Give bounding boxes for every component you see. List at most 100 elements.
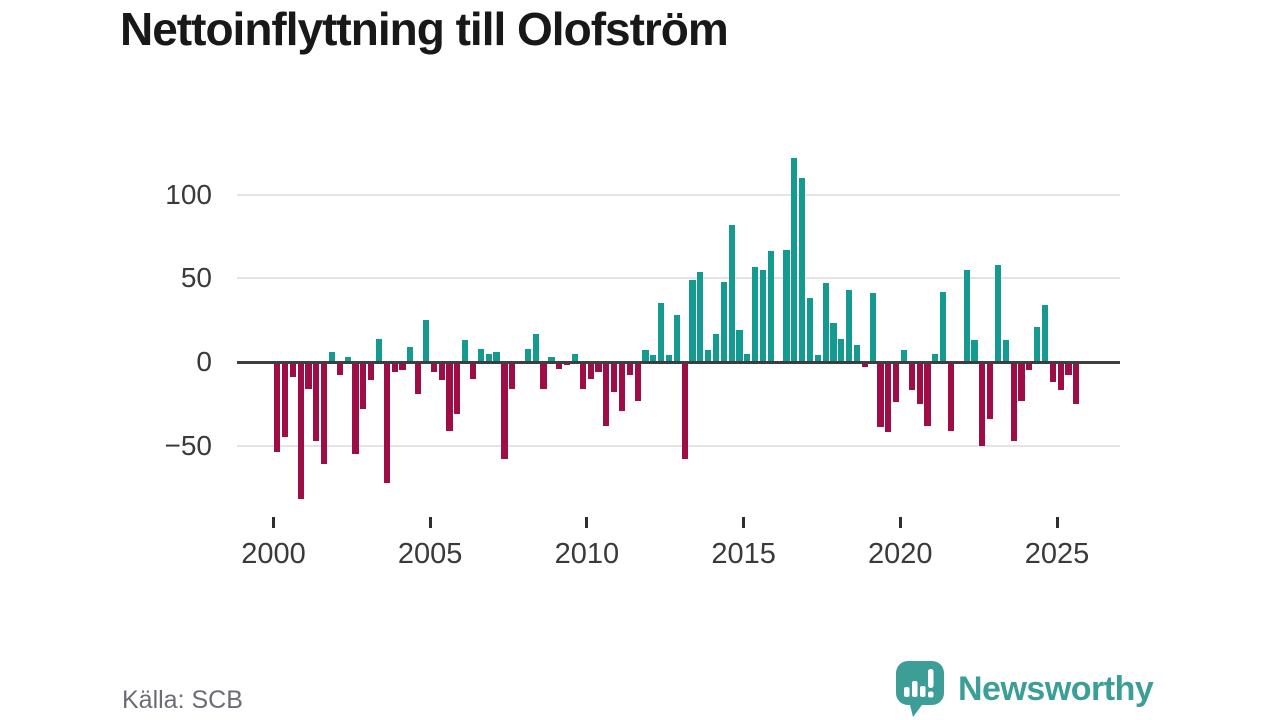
bar-2024-q1 [1026,362,1033,371]
bar-2005-q4 [454,362,461,414]
bar-2006-q3 [477,348,484,362]
bar-2001-q2 [313,362,320,441]
chart-title: Nettoinflyttning till Olofström [120,3,729,55]
bar-2017-q2 [814,355,821,362]
bar-2024-q4 [1049,362,1056,383]
bar-2009-q2 [563,362,571,366]
bar-2006-q2 [469,362,477,379]
bar-2017-q4 [830,323,837,362]
bar-2010-q4 [611,362,618,393]
bar-2008-q4 [548,356,555,362]
bar-2013-q3 [697,271,704,362]
bar-2012-q4 [673,315,680,362]
bar-2013-q4 [705,350,712,362]
newsworthy-logo: Newsworthy [895,660,1154,718]
x-axis-label-2015: 2015 [711,538,776,570]
x-axis-label-2025: 2025 [1024,538,1090,570]
gridline-100 [237,193,1120,196]
bar-2019-q4 [893,362,900,403]
bar-2020-q1 [900,350,908,362]
bar-2022-q3 [979,362,986,446]
bar-2024-q3 [1041,305,1049,362]
gridline--50 [237,444,1120,447]
bar-2011-q1 [618,362,626,411]
x-axis-tick-2020 [898,517,902,528]
bar-2009-q3 [571,353,579,362]
y-axis-label--50: −50 [164,429,213,461]
bar-2016-q4 [799,177,806,362]
bar-2011-q4 [642,350,649,362]
bar-2019-q1 [869,293,876,362]
bar-2023-q4 [1018,362,1025,401]
bar-2002-q3 [352,362,359,455]
bar-2001-q1 [305,362,312,389]
bar-2015-q2 [752,266,759,362]
bar-2003-q2 [375,338,383,362]
x-axis-tick-2000 [272,517,275,528]
bar-2023-q2 [1002,340,1009,362]
bar-2017-q1 [806,298,814,362]
bar-2010-q2 [595,362,602,373]
bar-2000-q1 [274,362,281,453]
x-axis-label-2010: 2010 [554,538,620,570]
bar-2020-q3 [916,362,923,404]
bar-2003-q3 [383,362,390,483]
bar-2015-q4 [767,251,774,362]
newsworthy-bubble-chart-icon [896,661,944,717]
bar-2021-q1 [932,353,939,362]
bar-2018-q3 [853,345,861,362]
bar-2006-q4 [485,353,492,362]
bar-2012-q1 [650,355,657,362]
x-axis-label-2000: 2000 [241,538,306,570]
bar-2008-q1 [524,348,531,362]
bar-2003-q1 [368,362,375,381]
bar-2019-q3 [885,362,892,433]
bar-2002-q1 [336,362,343,376]
x-axis-tick-2010 [585,517,589,528]
bar-2011-q3 [634,362,641,401]
bar-2001-q4 [328,351,336,362]
bar-2010-q3 [603,362,610,426]
bar-2016-q2 [783,249,790,362]
bar-2007-q3 [509,362,516,389]
bar-2008-q3 [540,362,547,389]
bar-2000-q2 [281,362,289,438]
bar-2019-q2 [877,362,884,428]
x-axis-tick-2005 [428,517,432,528]
bar-2009-q4 [579,362,586,389]
bar-2009-q1 [556,362,563,369]
x-axis-tick-2025 [1055,517,1059,528]
bar-2022-q4 [987,362,994,419]
bar-2022-q1 [963,269,970,362]
bar-2001-q3 [321,362,328,465]
bar-2018-q1 [838,338,845,362]
bar-2025-q2 [1065,362,1072,376]
bar-2018-q2 [846,289,853,362]
bar-2012-q3 [665,355,673,362]
bar-2000-q3 [289,362,296,378]
bar-2015-q1 [744,353,751,362]
bar-2023-q3 [1010,362,1017,441]
bar-2012-q2 [658,303,665,362]
bar-2002-q2 [344,356,351,362]
bar-2004-q4 [422,320,430,362]
bar-2005-q1 [430,362,437,373]
bar-2005-q2 [438,362,445,381]
bar-2013-q2 [689,279,696,362]
bar-2013-q1 [681,362,688,460]
zero-baseline [237,360,1120,364]
bar-2024-q2 [1034,326,1041,362]
bar-2015-q3 [759,269,767,362]
bar-2021-q2 [940,291,947,362]
gridline-50 [237,277,1120,280]
y-axis-label-100: 100 [165,178,212,210]
x-axis-label-2005: 2005 [397,538,463,570]
bar-2010-q1 [587,362,594,379]
bar-2018-q4 [861,362,868,368]
bar-2014-q3 [728,224,735,362]
bar-2002-q4 [360,362,367,409]
x-axis-tick-2015 [742,517,746,528]
bar-2007-q1 [493,351,500,362]
brand-name: Newsworthy [958,669,1154,708]
